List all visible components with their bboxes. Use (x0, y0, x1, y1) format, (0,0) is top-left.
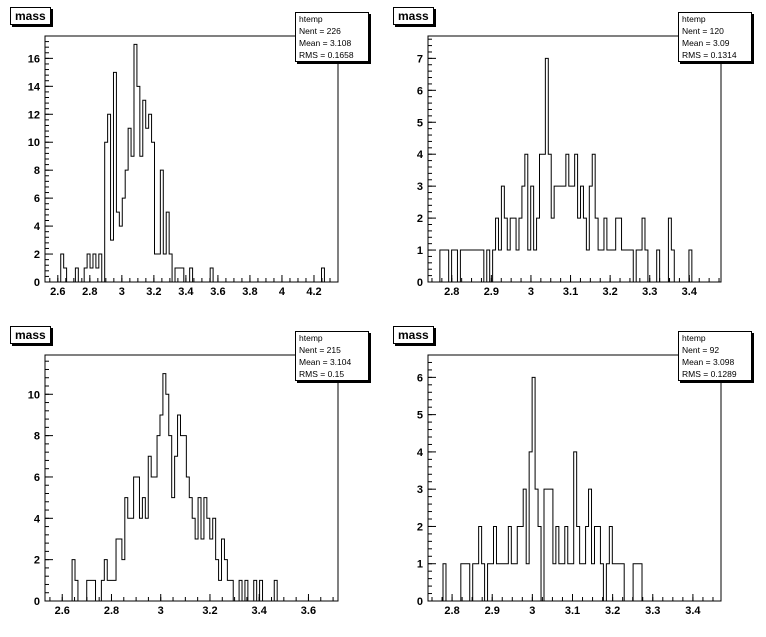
stats-mean: Mean = 3.098 (682, 357, 735, 367)
y-tick-label: 0 (34, 596, 40, 608)
stats-entries: Nent = 215 (299, 345, 341, 355)
histogram-bars (439, 57, 693, 283)
stats-name: htemp (682, 333, 706, 343)
stats-rms: RMS = 0.15 (299, 369, 345, 379)
y-tick-label: 6 (417, 372, 423, 384)
y-tick-label: 10 (28, 137, 40, 149)
histogram-plot-2: 2.8 2.9 3 3.1 3.2 3.3 3.4 0 1 2 3 4 5 6 7 (417, 35, 722, 298)
histogram-pad-1: 2.6 2.8 3 3.2 3.4 3.6 3.8 4 4.2 0 2 4 6 8 10 12 14 16 mas… (0, 0, 383, 318)
y-tick-label: 6 (34, 472, 40, 484)
y-tick-label: 4 (34, 513, 41, 525)
x-tick-label: 2.8 (444, 605, 459, 617)
histogram-title: mass (10, 7, 51, 25)
stats-mean: Mean = 3.108 (299, 38, 352, 48)
y-tick-label: 5 (417, 117, 423, 129)
x-tick-label: 3 (119, 286, 125, 298)
histogram-pad-2: 2.8 2.9 3 3.1 3.2 3.3 3.4 0 1 2 3 4 5 6 7 mass htemp N… (383, 0, 766, 318)
histogram-plot-4: 2.8 2.9 3 3.1 3.2 3.3 3.4 0 1 2 3 4 5 6 (417, 354, 722, 617)
stats-box: htemp Nent = 120 Mean = 3.09 RMS = 0.131… (678, 12, 752, 62)
y-tick-label: 0 (34, 277, 40, 289)
y-tick-label: 7 (417, 53, 423, 65)
x-tick-label: 3.2 (605, 605, 620, 617)
x-tick-label: 3 (528, 286, 534, 298)
x-tick-label: 2.6 (55, 605, 70, 617)
stats-name: htemp (682, 14, 706, 24)
stats-mean: Mean = 3.09 (682, 38, 730, 48)
y-tick-label: 2 (417, 521, 423, 533)
x-tick-label: 3.8 (242, 286, 257, 298)
x-tick-label: 3 (158, 605, 164, 617)
stats-mean: Mean = 3.104 (299, 357, 352, 367)
y-tick-label: 4 (417, 447, 424, 459)
stats-entries: Nent = 92 (682, 345, 720, 355)
plot-frame (44, 354, 339, 602)
y-tick-label: 4 (417, 149, 424, 161)
stats-box: htemp Nent = 226 Mean = 3.108 RMS = 0.16… (295, 12, 369, 62)
x-tick-label: 4 (279, 286, 286, 298)
y-tick-label: 10 (28, 389, 40, 401)
x-tick-label: 3.4 (252, 605, 268, 617)
x-tick-label: 2.8 (104, 605, 119, 617)
y-tick-label: 2 (417, 213, 423, 225)
y-tick-label: 6 (34, 193, 40, 205)
histogram-bars (57, 43, 325, 283)
x-tick-label: 2.9 (484, 286, 499, 298)
y-tick-label: 16 (28, 53, 40, 65)
histogram-plot-1: 2.6 2.8 3 3.2 3.4 3.6 3.8 4 4.2 0 2 4 6 8 10 12 14 16 (28, 35, 339, 298)
plot-frame (44, 35, 339, 283)
x-tick-label: 3.4 (682, 286, 698, 298)
y-tick-label: 6 (417, 85, 423, 97)
histogram-pad-3: 2.6 2.8 3 3.2 3.4 3.6 0 2 4 6 8 10 mass htemp Nent … (0, 319, 383, 637)
histogram-pad-4: 2.8 2.9 3 3.1 3.2 3.3 3.4 0 1 2 3 4 5 6 mass htemp Ne… (383, 319, 766, 637)
stats-name: htemp (299, 333, 323, 343)
histogram-plot-3: 2.6 2.8 3 3.2 3.4 3.6 0 2 4 6 8 10 (28, 354, 339, 617)
y-tick-label: 2 (34, 555, 40, 567)
histogram-bars (71, 373, 278, 602)
x-tick-label: 3.2 (146, 286, 161, 298)
stats-rms: RMS = 0.1658 (299, 50, 354, 60)
stats-box: htemp Nent = 92 Mean = 3.098 RMS = 0.128… (678, 331, 752, 381)
x-tick-label: 3.4 (178, 286, 194, 298)
x-tick-label: 3 (529, 605, 535, 617)
x-tick-label: 3.1 (563, 286, 578, 298)
x-tick-label: 4.2 (306, 286, 321, 298)
x-tick-label: 3.2 (602, 286, 617, 298)
y-tick-label: 12 (28, 109, 40, 121)
y-tick-label: 3 (417, 181, 423, 193)
histogram-title: mass (10, 326, 51, 344)
x-tick-label: 2.8 (82, 286, 97, 298)
stats-entries: Nent = 226 (299, 26, 341, 36)
histogram-title: mass (393, 326, 434, 344)
x-tick-label: 3.3 (645, 605, 660, 617)
y-tick-label: 8 (34, 165, 40, 177)
y-tick-label: 4 (34, 221, 41, 233)
y-tick-label: 8 (34, 431, 40, 443)
histogram-bars (440, 376, 643, 602)
x-tick-label: 2.6 (50, 286, 65, 298)
stats-rms: RMS = 0.1314 (682, 50, 737, 60)
x-tick-label: 3.1 (565, 605, 580, 617)
x-tick-label: 3.6 (301, 605, 316, 617)
y-tick-label: 0 (417, 277, 423, 289)
y-tick-label: 3 (417, 484, 423, 496)
plot-frame (427, 35, 722, 283)
y-tick-label: 14 (28, 81, 41, 93)
y-tick-label: 0 (417, 596, 423, 608)
x-tick-label: 3.2 (202, 605, 217, 617)
stats-box: htemp Nent = 215 Mean = 3.104 RMS = 0.15 (295, 331, 369, 381)
stats-name: htemp (299, 14, 323, 24)
y-tick-label: 2 (34, 249, 40, 261)
y-tick-label: 1 (417, 559, 423, 571)
y-tick-label: 1 (417, 245, 423, 257)
x-tick-label: 3.4 (685, 605, 701, 617)
x-tick-label: 3.3 (642, 286, 657, 298)
x-tick-label: 3.6 (210, 286, 225, 298)
y-tick-label: 5 (417, 410, 423, 422)
x-tick-label: 2.9 (485, 605, 500, 617)
plot-frame (427, 354, 722, 602)
stats-entries: Nent = 120 (682, 26, 724, 36)
histogram-title: mass (393, 7, 434, 25)
stats-rms: RMS = 0.1289 (682, 369, 737, 379)
x-tick-label: 2.8 (444, 286, 459, 298)
